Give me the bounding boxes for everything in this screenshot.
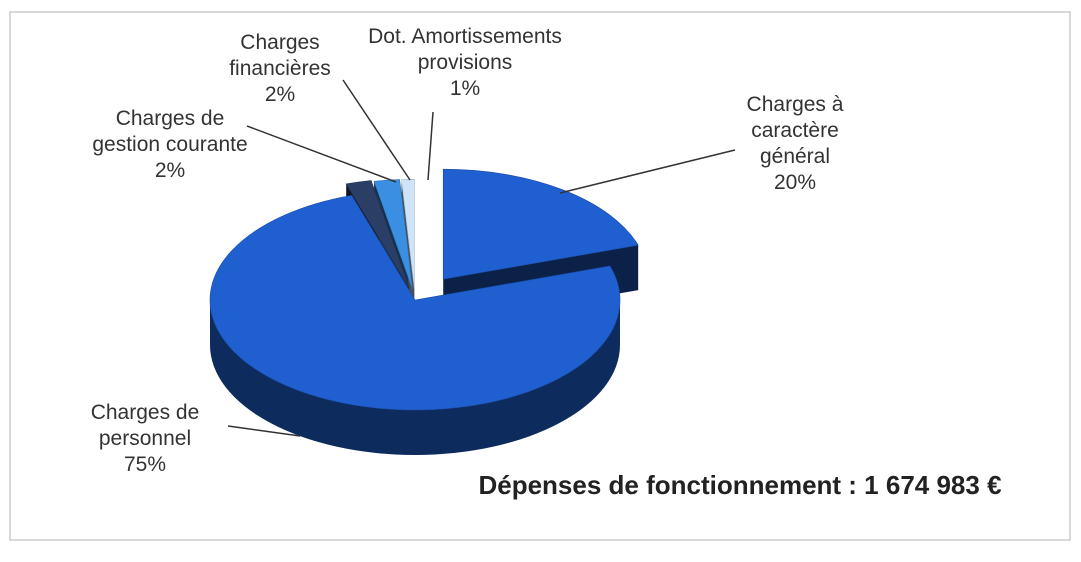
slice	[442, 168, 639, 280]
leader-line	[342, 79, 411, 181]
slice-label: Charges de personnel	[90, 401, 200, 450]
value-label: 20%	[773, 171, 817, 194]
value-label: 75%	[123, 453, 167, 476]
frame	[9, 11, 1071, 541]
value-label: 2%	[264, 83, 296, 106]
leader-line	[427, 111, 434, 181]
slice-label: Charges financières	[229, 31, 331, 80]
slice-side	[210, 300, 620, 455]
leader-line	[559, 149, 736, 194]
annotation: Dépenses de fonctionnement : 1 674 983 €	[478, 470, 1002, 500]
value-label: 2%	[154, 159, 186, 182]
slice-label: Charges de gestion courante	[92, 107, 248, 156]
slice-label: Dot. Amortissements provisions	[368, 25, 562, 74]
slice	[209, 195, 621, 411]
slice-label: Charges à caractère général	[746, 93, 844, 168]
slice	[345, 180, 410, 289]
value-label: 1%	[449, 77, 481, 100]
leader-line	[227, 425, 301, 437]
leader-line	[246, 125, 397, 183]
slice	[373, 179, 413, 290]
slice	[401, 178, 415, 290]
